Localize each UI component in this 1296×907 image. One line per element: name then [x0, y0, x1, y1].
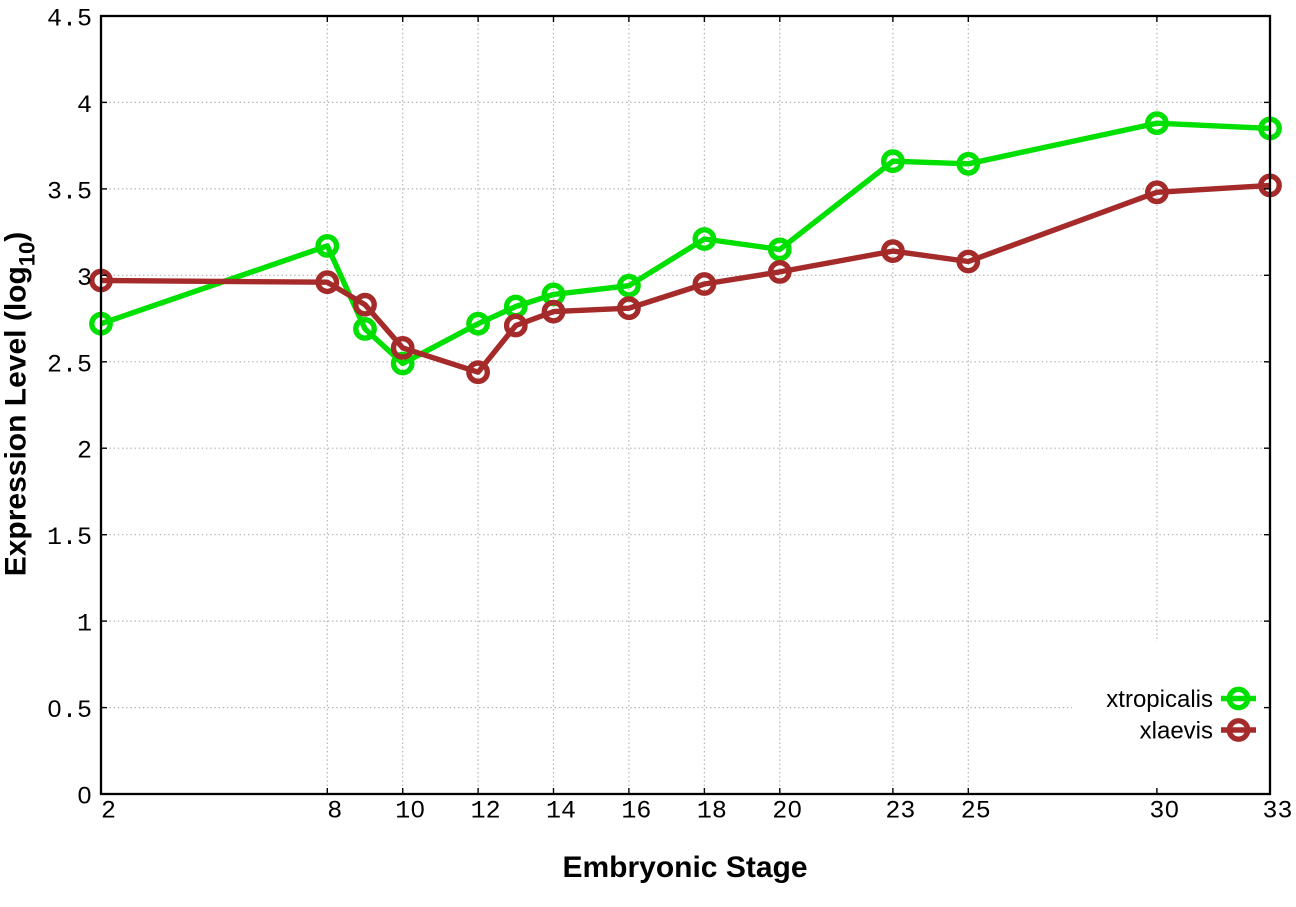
svg-text:23: 23 [885, 797, 915, 826]
svg-text:10: 10 [395, 797, 425, 826]
svg-text:8: 8 [327, 797, 342, 826]
svg-text:20: 20 [772, 797, 802, 826]
svg-text:33: 33 [1262, 797, 1292, 826]
svg-text:18: 18 [697, 797, 727, 826]
svg-text:4.5: 4.5 [47, 5, 92, 34]
svg-text:2: 2 [77, 437, 92, 466]
svg-text:12: 12 [471, 797, 501, 826]
svg-text:16: 16 [621, 797, 651, 826]
svg-text:14: 14 [546, 797, 576, 826]
svg-text:4: 4 [77, 91, 92, 120]
svg-text:2.5: 2.5 [47, 350, 92, 379]
svg-text:2: 2 [101, 797, 116, 826]
svg-text:3: 3 [77, 264, 92, 293]
svg-text:Embryonic Stage: Embryonic Stage [562, 851, 807, 884]
svg-text:25: 25 [961, 797, 991, 826]
svg-text:xtropicalis: xtropicalis [1106, 686, 1213, 713]
svg-text:xlaevis: xlaevis [1140, 718, 1213, 745]
svg-text:1.5: 1.5 [47, 523, 92, 552]
svg-text:1: 1 [77, 610, 92, 639]
svg-text:3.5: 3.5 [47, 177, 92, 206]
svg-text:Expression Level (log10): Expression Level (log10) [0, 232, 39, 577]
